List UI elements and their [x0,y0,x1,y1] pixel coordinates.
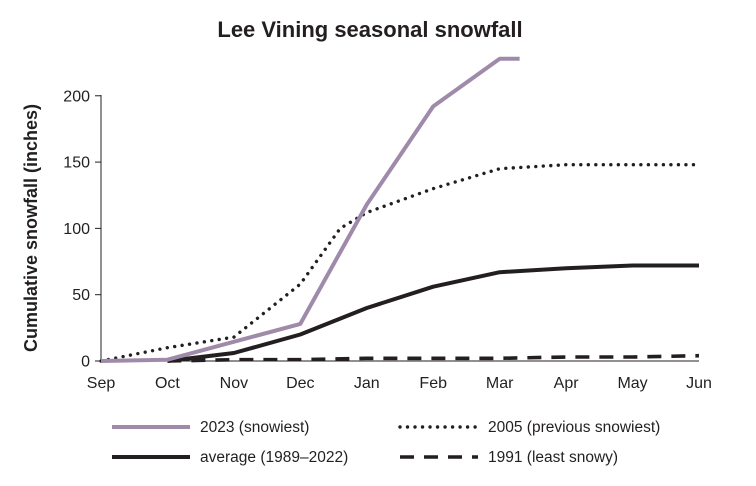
y-tick-label: 200 [63,88,90,105]
plot-area [99,56,701,363]
series-line-2 [167,263,699,363]
x-tick-label: Feb [419,375,447,392]
x-tick-label: Sep [87,375,116,392]
chart-title: Lee Vining seasonal snowfall [217,17,522,42]
y-tick-label: 150 [63,155,90,172]
series-line-0 [100,56,520,363]
legend-label: 2023 (snowiest) [200,419,309,436]
legend: 2023 (snowiest) 2005 (previous snowiest) a… [112,419,660,466]
x-tick-label: Apr [554,375,580,392]
legend-label: average (1989–2022) [200,449,348,466]
x-tick-label: Dec [286,375,314,392]
x-tick-label: Jan [354,375,380,392]
legend-label: 2005 (previous snowiest) [488,419,660,436]
series-line-1 [99,162,701,363]
y-tick-label: 0 [81,354,90,371]
x-tick-label: May [617,375,647,392]
y-axis-label: Cumulative snowfall (inches) [21,104,41,352]
series-line-3 [167,353,700,363]
x-tick-label: Nov [220,375,248,392]
x-ticks: Sep Oct Nov Dec Jan Feb Mar Apr May Jun [87,375,712,392]
x-tick-label: Mar [486,375,514,392]
x-tick-label: Oct [155,375,180,392]
axes [100,95,699,362]
x-tick-label: Jun [686,375,712,392]
legend-label: 1991 (least snowy) [488,449,618,466]
y-ticks: 0 50 100 150 200 [63,88,101,371]
y-tick-label: 50 [72,287,90,304]
y-tick-label: 100 [63,221,90,238]
